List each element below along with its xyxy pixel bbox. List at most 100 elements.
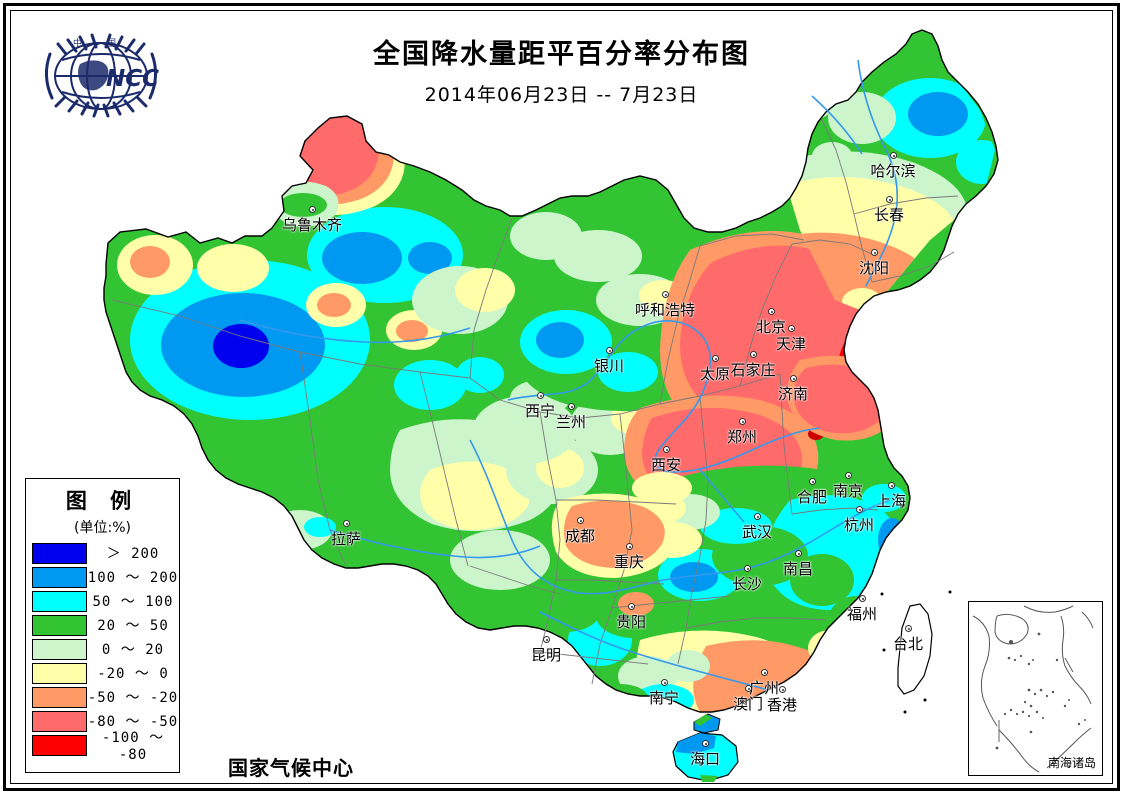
legend-row: 20 ～ 50 <box>26 613 179 637</box>
city-label: 武汉 <box>741 523 773 541</box>
page-title: 全国降水量距平百分率分布图 <box>373 39 750 70</box>
city-marker-icon <box>905 625 912 632</box>
city-marker-icon <box>888 482 895 489</box>
city-marker-icon <box>768 308 775 315</box>
legend-label: 100 ～ 200 <box>87 570 179 586</box>
city-label: 石家庄 <box>730 361 776 379</box>
city-label: 澳门 <box>732 695 764 713</box>
city-marker-icon <box>626 543 633 550</box>
legend-swatch <box>32 638 87 660</box>
svg-text:国: 国 <box>107 38 116 49</box>
organization-label: 国家气候中心 <box>228 756 354 780</box>
city-marker-icon <box>845 472 852 479</box>
city-label: 海口 <box>689 750 721 768</box>
city-label: 昆明 <box>530 646 562 664</box>
legend-row: -50 ～ -20 <box>26 685 179 709</box>
city-label: 哈尔滨 <box>870 162 916 180</box>
page-subtitle: 2014年06月23日 -- 7月23日 <box>424 84 699 106</box>
city-marker-icon <box>795 550 802 557</box>
city-marker-icon <box>663 446 670 453</box>
rivers <box>239 59 899 691</box>
ncc-logo: NCC 中 国 <box>36 24 166 124</box>
legend-label: -100 ～ -80 <box>101 730 165 763</box>
legend-row: 0 ～ 20 <box>26 637 179 661</box>
city-label: 长春 <box>873 206 905 224</box>
city-marker-icon <box>568 403 575 410</box>
city-label: 广州 <box>748 679 780 697</box>
city-marker-icon <box>662 291 669 298</box>
legend-swatch <box>32 614 87 636</box>
legend-label: -80 ～ -50 <box>87 714 179 730</box>
city-label: 长沙 <box>731 575 763 593</box>
city-marker-icon <box>779 686 786 693</box>
legend-swatch <box>32 686 87 708</box>
svg-text:NCC: NCC <box>106 66 159 92</box>
city-label: 西安 <box>650 456 682 474</box>
city-marker-icon <box>606 347 613 354</box>
city-marker-icon <box>309 206 316 213</box>
province-boundaries <box>111 119 959 685</box>
city-marker-icon <box>543 636 550 643</box>
city-label: 贵阳 <box>615 613 647 631</box>
city-label: 兰州 <box>555 413 587 431</box>
legend-title: 图 例 <box>65 489 140 513</box>
legend-panel: 图 例 (单位:%) ＞ 200 100 ～ 200 50 ～ 100 20 ～ 50… <box>25 478 180 773</box>
legend-label: -20 ～ 0 <box>97 666 169 682</box>
legend-label: 50 ～ 100 <box>92 594 174 610</box>
city-marker-icon <box>745 685 752 692</box>
city-label: 沈阳 <box>858 259 890 277</box>
city-marker-icon <box>788 325 795 332</box>
city-marker-icon <box>890 152 897 159</box>
legend-label: -50 ～ -20 <box>87 690 179 706</box>
legend-row: 50 ～ 100 <box>26 589 179 613</box>
city-label: 上海 <box>875 492 907 510</box>
city-label: 杭州 <box>843 516 875 534</box>
legend-swatch <box>32 590 87 612</box>
city-marker-icon <box>744 565 751 572</box>
city-label: 拉萨 <box>330 530 362 548</box>
legend-swatch <box>32 710 87 732</box>
city-label: 银川 <box>593 357 625 375</box>
legend-row: ＞ 200 <box>26 541 179 565</box>
city-marker-icon <box>750 351 757 358</box>
city-marker-icon <box>537 392 544 399</box>
city-label: 太原 <box>699 365 731 383</box>
city-marker-icon <box>856 506 863 513</box>
legend-rows: ＞ 200 100 ～ 200 50 ～ 100 20 ～ 50 0 ～ 20 -20 ～… <box>26 541 179 763</box>
city-marker-icon <box>343 520 350 527</box>
legend-swatch <box>32 542 87 564</box>
city-marker-icon <box>628 603 635 610</box>
offshore-islets <box>880 590 952 714</box>
city-marker-icon <box>577 517 584 524</box>
city-marker-icon <box>859 595 866 602</box>
legend-row: -20 ～ 0 <box>26 661 179 685</box>
legend-row: -80 ～ -50 <box>26 709 179 733</box>
city-label: 香港 <box>766 696 798 714</box>
legend-swatch <box>32 734 87 756</box>
city-marker-icon <box>790 375 797 382</box>
legend-label: ＞ 200 <box>106 546 160 562</box>
city-label: 郑州 <box>726 428 758 446</box>
city-label: 西宁 <box>524 402 556 420</box>
city-marker-icon <box>661 679 668 686</box>
city-label: 福州 <box>846 605 878 623</box>
legend-unit: (单位:%) <box>74 520 131 536</box>
city-label: 台北 <box>892 635 924 653</box>
city-label: 南京 <box>832 482 864 500</box>
city-label: 北京 <box>755 318 787 336</box>
outer-border <box>3 3 1120 791</box>
city-marker-icon <box>871 249 878 256</box>
national-boundary <box>103 29 999 713</box>
city-marker-icon <box>761 669 768 676</box>
legend-swatch <box>32 662 87 684</box>
south-china-sea-inset: 南海诸岛 <box>968 601 1103 776</box>
legend-swatch <box>32 566 87 588</box>
city-label: 成都 <box>564 527 596 545</box>
city-marker-icon <box>754 513 761 520</box>
legend-label: 20 ～ 50 <box>97 618 169 634</box>
city-marker-icon <box>809 478 816 485</box>
legend-row: -100 ～ -80 <box>26 730 179 763</box>
